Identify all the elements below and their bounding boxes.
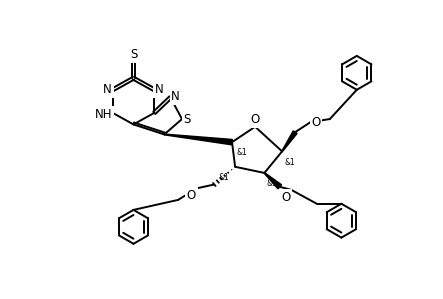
Text: S: S <box>130 48 137 61</box>
Text: O: O <box>281 191 291 204</box>
Text: &1: &1 <box>237 148 247 157</box>
Text: O: O <box>187 189 196 202</box>
Text: &1: &1 <box>267 179 277 188</box>
Text: N: N <box>171 90 180 103</box>
Text: O: O <box>311 116 321 129</box>
Text: &1: &1 <box>284 158 295 167</box>
Text: N: N <box>155 83 164 96</box>
Text: S: S <box>183 112 191 126</box>
Polygon shape <box>264 173 282 189</box>
Text: O: O <box>251 113 260 126</box>
Polygon shape <box>164 134 232 145</box>
Text: N: N <box>103 83 112 96</box>
Text: &1: &1 <box>218 173 229 182</box>
Polygon shape <box>282 131 297 152</box>
Text: NH: NH <box>94 108 112 121</box>
